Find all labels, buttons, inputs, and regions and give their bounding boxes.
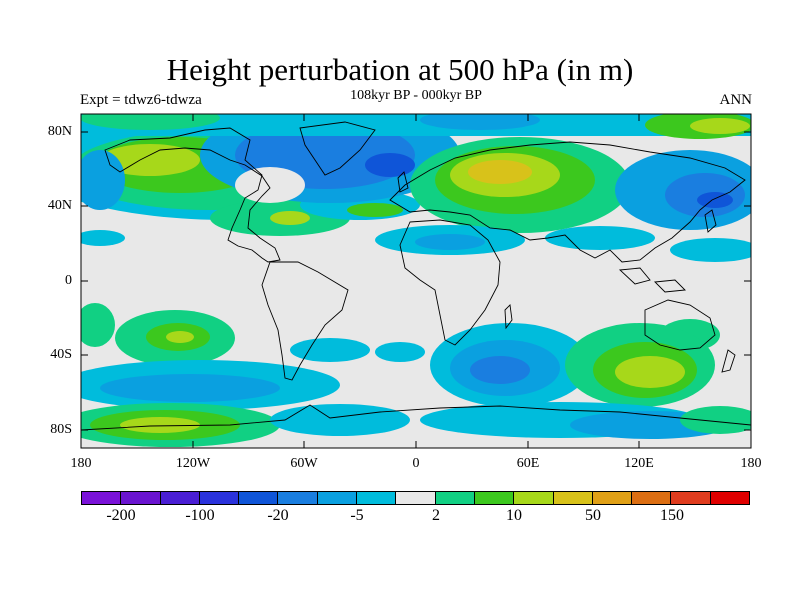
colorbar-swatch (553, 492, 593, 504)
x-tick-label: 120W (175, 456, 211, 471)
map-title: Height perturbation at 500 hPa (in m) (166, 52, 634, 87)
y-tick-label: 80S (50, 422, 72, 437)
y-tick-label: 40S (50, 347, 72, 362)
colorbar-label: 50 (585, 507, 601, 524)
axis-ticks (81, 114, 751, 448)
experiment-label: Expt = tdwz6-tdwza (80, 92, 202, 108)
contour-field (81, 114, 751, 448)
colorbar-swatch (278, 492, 318, 504)
x-tick-label: 120E (624, 456, 654, 471)
colorbar-swatch (160, 492, 200, 504)
colorbar-swatch (592, 492, 633, 504)
y-tick-label: 80N (47, 124, 72, 139)
colorbar-swatch (671, 492, 711, 504)
colorbar-swatch (239, 492, 279, 504)
colorbar-swatch (357, 492, 397, 504)
colorbar-swatch (82, 492, 122, 504)
colorbar-swatch (514, 492, 554, 504)
x-tick-label: 180 (70, 456, 92, 471)
x-tick-label: 180 (740, 456, 762, 471)
colorbar-label: -5 (350, 507, 364, 524)
colorbar-label: -200 (106, 507, 136, 524)
x-tick-label: 60E (516, 456, 540, 471)
colorbar-label: 150 (660, 507, 684, 524)
x-tick-label: 60W (290, 456, 318, 471)
colorbar-label: -20 (267, 507, 289, 524)
colorbar-swatch (710, 492, 750, 504)
coastlines (81, 121, 751, 431)
colorbar-swatch (632, 492, 672, 504)
colorbar-swatch (121, 492, 161, 504)
x-tick-label: 0 (412, 456, 420, 471)
colorbar-label: 2 (432, 507, 440, 524)
season-label: ANN (719, 92, 753, 108)
colorbar-swatch (474, 492, 515, 504)
colorbar-label: 10 (506, 507, 522, 524)
colorbar-swatch (199, 492, 240, 504)
colorbar (81, 491, 750, 505)
colorbar-swatch (435, 492, 475, 504)
colorbar-label: -100 (185, 507, 215, 524)
period-label: 108kyr BP - 000kyr BP (350, 88, 482, 103)
colorbar-swatch (396, 492, 436, 504)
colorbar-swatch (317, 492, 358, 504)
y-tick-label: 0 (65, 273, 72, 288)
y-tick-label: 40N (47, 198, 72, 213)
